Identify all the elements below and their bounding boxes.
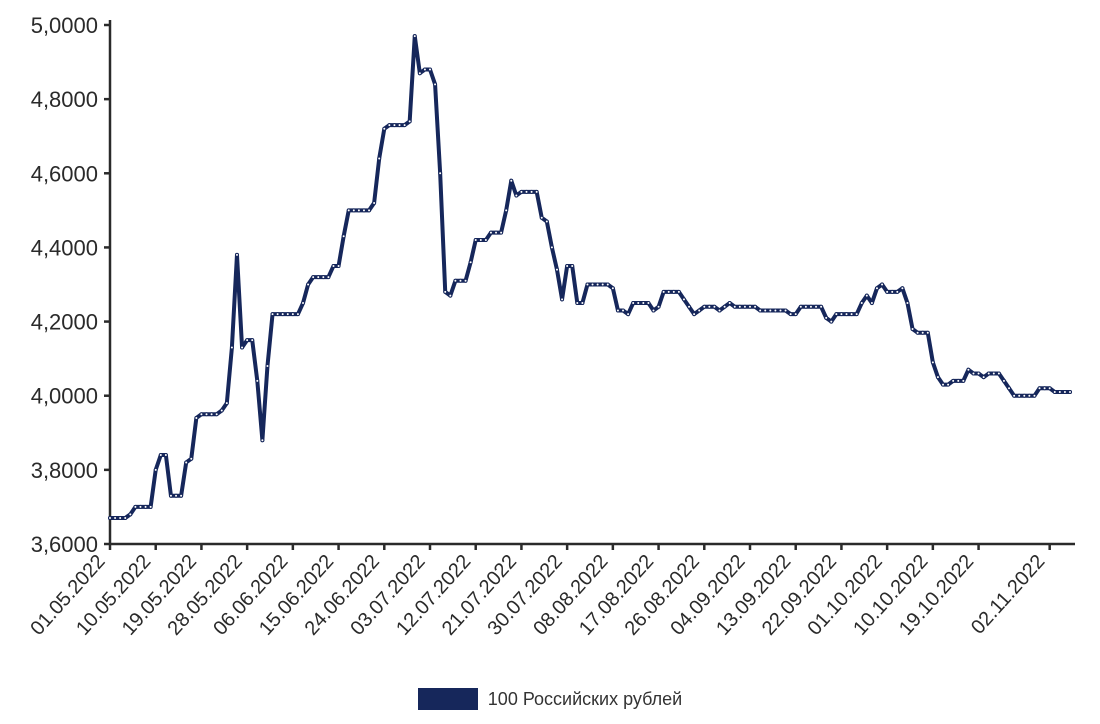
legend-swatch (418, 688, 478, 710)
svg-text:4,2000: 4,2000 (31, 310, 98, 335)
svg-text:3,6000: 3,6000 (31, 532, 98, 557)
line-chart: 3,6000 3,8000 4,0000 4,2000 4,4000 4,6000 4,80… (0, 0, 1100, 724)
chart-container: 3,6000 3,8000 4,0000 4,2000 4,4000 4,6000 4,80… (0, 0, 1100, 724)
svg-text:5,0000: 5,0000 (31, 13, 98, 38)
svg-text:4,6000: 4,6000 (31, 161, 98, 186)
legend-label: 100 Российских рублей (488, 689, 682, 710)
svg-text:4,4000: 4,4000 (31, 235, 98, 260)
svg-text:4,8000: 4,8000 (31, 87, 98, 112)
svg-text:3,8000: 3,8000 (31, 458, 98, 483)
svg-text:4,0000: 4,0000 (31, 384, 98, 409)
chart-legend: 100 Российских рублей (0, 688, 1100, 710)
